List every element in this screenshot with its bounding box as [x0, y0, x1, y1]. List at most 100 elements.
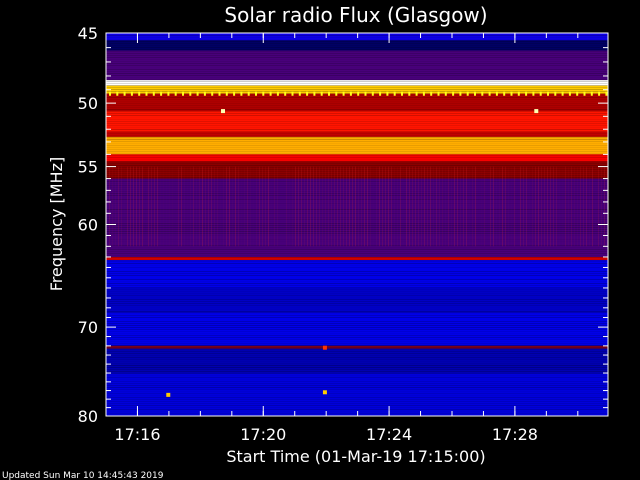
y-tick-label: 60	[78, 216, 98, 235]
channel-texture	[106, 379, 608, 380]
time-streak	[364, 166, 365, 247]
burst-point	[534, 109, 539, 114]
interference-dot	[488, 91, 491, 96]
time-streak	[424, 166, 425, 247]
channel-texture	[106, 139, 608, 140]
channel-texture	[106, 315, 608, 316]
interference-dot	[233, 91, 236, 96]
channel-texture	[106, 99, 608, 100]
time-streak	[403, 167, 404, 247]
channel-texture	[106, 161, 608, 162]
time-streak	[457, 166, 458, 247]
channel-texture	[106, 87, 608, 88]
channel-texture	[106, 41, 608, 42]
time-streak	[502, 166, 503, 247]
time-streak	[526, 166, 527, 247]
channel-texture	[106, 295, 608, 296]
time-streak	[436, 166, 437, 247]
frequency-band	[106, 136, 608, 155]
time-streak	[295, 166, 296, 247]
channel-texture	[106, 261, 608, 262]
channel-texture	[106, 285, 608, 286]
time-streak	[187, 167, 188, 247]
channel-texture	[106, 193, 608, 194]
channel-texture	[106, 405, 608, 406]
time-streak	[379, 166, 380, 247]
channel-texture	[106, 235, 608, 236]
time-streak	[109, 166, 110, 247]
time-streak	[349, 166, 350, 247]
time-streak	[247, 166, 248, 247]
time-streak	[124, 167, 125, 247]
interference-dot	[109, 91, 111, 96]
time-streak	[583, 166, 584, 247]
channel-texture	[106, 393, 608, 394]
time-streak	[268, 166, 269, 247]
time-streak	[376, 166, 377, 247]
channel-texture	[106, 211, 608, 212]
channel-texture	[106, 187, 608, 188]
interference-dot	[130, 91, 133, 96]
time-streak	[493, 166, 494, 247]
channel-texture	[106, 71, 608, 72]
time-streak	[397, 166, 398, 247]
frequency-band	[106, 154, 608, 162]
channel-texture	[106, 53, 608, 54]
interference-dot	[306, 91, 309, 96]
time-streak	[289, 167, 290, 247]
time-streak	[271, 167, 272, 247]
channel-texture	[106, 253, 608, 254]
channel-texture	[106, 383, 608, 384]
channel-texture	[106, 317, 608, 318]
channel-texture	[106, 337, 608, 338]
interference-dot	[503, 91, 506, 96]
channel-texture	[106, 291, 608, 292]
time-streak	[481, 167, 482, 247]
time-streak	[343, 166, 344, 247]
channel-texture	[106, 229, 608, 230]
channel-texture	[106, 95, 608, 96]
channel-texture	[106, 129, 608, 130]
channel-texture	[106, 353, 608, 354]
channel-texture	[106, 217, 608, 218]
channel-texture	[106, 115, 608, 116]
channel-texture	[106, 111, 608, 112]
interference-dot	[539, 91, 542, 96]
interference-dot	[255, 91, 257, 96]
channel-texture	[106, 143, 608, 144]
channel-texture	[106, 159, 608, 160]
channel-texture	[106, 109, 608, 110]
time-streak	[241, 167, 242, 247]
interference-dot	[605, 91, 608, 96]
channel-texture	[106, 297, 608, 298]
time-streak	[169, 167, 170, 247]
time-streak	[355, 166, 356, 247]
channel-texture	[106, 275, 608, 276]
channel-texture	[106, 79, 608, 80]
interference-dot	[291, 91, 294, 96]
time-streak	[568, 166, 569, 247]
interference-dot	[262, 91, 265, 96]
channel-texture	[106, 293, 608, 294]
channel-texture	[106, 37, 608, 38]
frequency-band	[106, 345, 608, 349]
channel-texture	[106, 97, 608, 98]
channel-texture	[106, 65, 608, 66]
time-streak	[586, 166, 587, 247]
channel-texture	[106, 39, 608, 40]
channel-texture	[106, 199, 608, 200]
channel-texture	[106, 409, 608, 410]
time-streak	[235, 166, 236, 247]
channel-texture	[106, 101, 608, 102]
y-tick-label: 45	[78, 24, 98, 43]
time-streak	[337, 166, 338, 247]
time-streak	[211, 166, 212, 247]
interference-dot	[247, 91, 250, 96]
interference-dot	[225, 91, 228, 96]
channel-texture	[106, 105, 608, 106]
channel-texture	[106, 181, 608, 182]
interference-dot	[561, 91, 564, 96]
channel-texture	[106, 303, 608, 304]
y-tick-label: 55	[78, 158, 98, 177]
interference-dot	[167, 91, 170, 96]
